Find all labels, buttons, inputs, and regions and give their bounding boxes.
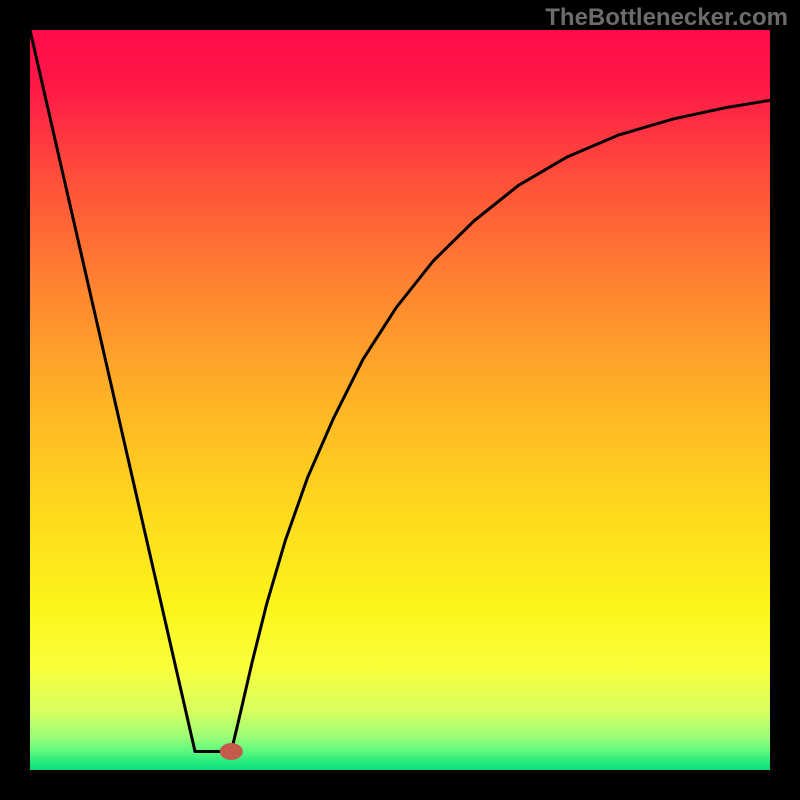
optimal-point-marker bbox=[220, 744, 242, 760]
chart-frame: TheBottlenecker.com bbox=[0, 0, 800, 800]
bottleneck-curve bbox=[30, 30, 770, 752]
curve-layer bbox=[30, 30, 770, 770]
source-watermark: TheBottlenecker.com bbox=[545, 4, 788, 32]
plot-area bbox=[30, 30, 770, 770]
